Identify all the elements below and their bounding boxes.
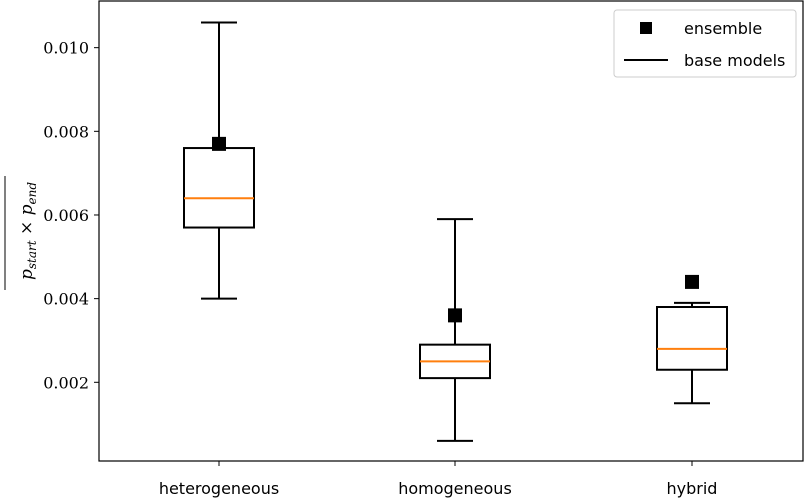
- box-homogeneous: [419, 218, 491, 442]
- y-label-p1: p: [17, 269, 37, 280]
- y-axis: 0.002 0.004 0.006 0.008 0.010: [43, 39, 99, 392]
- plot-marks: [183, 21, 728, 442]
- plot-frame: [98, 0, 804, 462]
- y-label-sub-start: start: [25, 240, 39, 269]
- y-tick-label: 0.008: [43, 122, 89, 141]
- legend: ensemble base models: [613, 9, 797, 78]
- legend-ensemble-label: ensemble: [684, 19, 762, 38]
- ensemble-marker-homogeneous: [448, 308, 462, 323]
- x-tick-label: homogeneous: [398, 479, 512, 498]
- y-tick-label: 0.002: [43, 373, 89, 392]
- y-axis-label: pstart × pend: [17, 182, 39, 280]
- box-iqr: [656, 306, 728, 371]
- box-iqr: [183, 147, 255, 229]
- y-tick-label: 0.006: [43, 206, 89, 225]
- box-hybrid: [656, 301, 728, 405]
- y-label-p2: p: [17, 204, 37, 215]
- x-axis: heterogeneous homogeneous hybrid: [159, 461, 718, 498]
- x-tick-label: heterogeneous: [159, 479, 279, 498]
- legend-base-models-label: base models: [684, 51, 785, 70]
- box-heterogeneous: [183, 21, 255, 300]
- y-label-times: ×: [17, 215, 37, 240]
- y-label-sub-end: end: [25, 182, 39, 205]
- x-tick-label: hybrid: [667, 479, 718, 498]
- legend-ensemble-marker: [640, 22, 652, 34]
- ensemble-marker-heterogeneous: [212, 136, 226, 151]
- y-tick-label: 0.004: [43, 290, 89, 309]
- ensemble-marker-hybrid: [685, 274, 699, 289]
- y-tick-label: 0.010: [43, 39, 89, 58]
